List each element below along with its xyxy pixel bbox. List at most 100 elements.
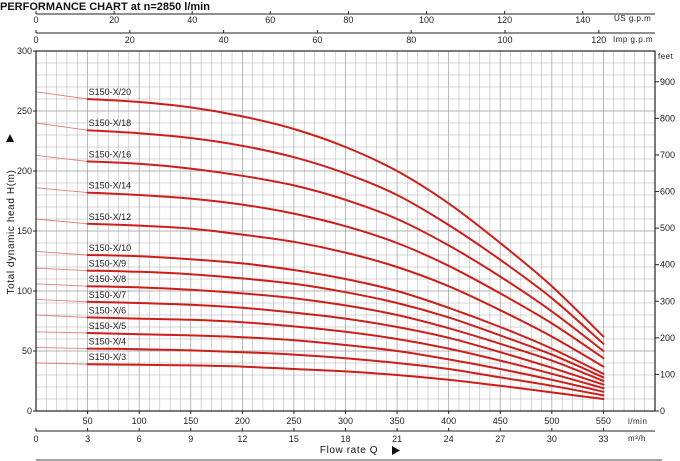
shutoff-extension-line	[35, 218, 88, 225]
lmin-tick-label: 150	[183, 416, 198, 426]
chart-title: PERFORMANCE CHART at n=2850 l/min	[0, 1, 210, 13]
series-label-s150-x-9: S150-X/9	[89, 259, 127, 269]
us-gpm-tick-label: 20	[109, 15, 119, 25]
imp-gpm-tick-label: 100	[497, 35, 512, 45]
shutoff-extension-line	[35, 267, 88, 272]
feet-tick-label: 100	[660, 369, 675, 379]
series-label-s150-x-10: S150-X/10	[89, 243, 132, 253]
series-label-s150-x-12: S150-X/12	[89, 212, 132, 222]
shutoff-extension-line	[35, 298, 88, 303]
shutoff-extension-line	[35, 187, 88, 194]
feet-tick-label: 900	[660, 77, 675, 87]
shutoff-extension-lines	[35, 91, 88, 365]
us-gpm-unit-label: US g.p.m	[614, 14, 651, 23]
y-tick-label: 0	[27, 406, 32, 416]
m3h-tick-label: 18	[340, 434, 350, 444]
curve-s150-x-20	[86, 98, 605, 338]
curve-s150-x-16	[86, 160, 605, 352]
imp-gpm-tick-label: 0	[33, 35, 38, 45]
curve-s150-x-6	[86, 316, 605, 390]
y-tick-label: 100	[17, 286, 32, 296]
feet-tick-label: 400	[660, 260, 675, 270]
feet-tick-label: 800	[660, 113, 675, 123]
m3h-unit-label: m³/h	[628, 434, 646, 443]
lmin-tick-label: 200	[235, 416, 250, 426]
us-gpm-tick-label: 80	[343, 15, 353, 25]
y-tick-label: 250	[17, 106, 32, 116]
us-gpm-tick-label: 0	[33, 15, 38, 25]
y-tick-label: 50	[22, 346, 32, 356]
m3h-tick-label: 27	[495, 434, 505, 444]
m3h-tick-label: 30	[547, 434, 557, 444]
lmin-tick-label: 100	[132, 416, 147, 426]
curve-s150-x-18	[86, 129, 605, 345]
m3h-tick-label: 24	[444, 434, 454, 444]
y-axis-arrow-icon	[6, 134, 14, 142]
feet-tick-label: 600	[660, 187, 675, 197]
m3h-tick-label: 12	[237, 434, 247, 444]
feet-tick-label: 700	[660, 150, 675, 160]
shutoff-extension-line	[35, 91, 88, 100]
series-label-s150-x-8: S150-X/8	[89, 274, 127, 284]
lmin-tick-label: 50	[83, 416, 93, 426]
series-label-s150-x-6: S150-X/6	[89, 305, 127, 315]
m3h-tick-label: 21	[392, 434, 402, 444]
shutoff-extension-line	[35, 346, 88, 350]
lmin-tick-label: 250	[286, 416, 301, 426]
grid-lines	[36, 51, 655, 411]
imp-gpm-unit-label: Imp g.p.m	[613, 35, 653, 44]
m3h-tick-label: 33	[598, 434, 608, 444]
us-gpm-tick-label: 140	[575, 15, 590, 25]
imp-gpm-tick-label: 40	[219, 35, 229, 45]
curve-s150-x-12	[86, 222, 605, 368]
y-tick-label: 150	[17, 226, 32, 236]
lmin-tick-label: 350	[390, 416, 405, 426]
y-tick-label: 300	[17, 46, 32, 56]
lmin-tick-label: 300	[338, 416, 353, 426]
x-axis-title: Flow rate Q	[320, 445, 378, 456]
m3h-tick-label: 9	[188, 434, 193, 444]
y-tick-label: 200	[17, 166, 32, 176]
imp-gpm-tick-label: 80	[406, 35, 416, 45]
series-label-s150-x-3: S150-X/3	[89, 352, 127, 362]
shutoff-extension-line	[35, 362, 88, 365]
imp-gpm-tick-label: 60	[312, 35, 322, 45]
shutoff-extension-line	[35, 314, 88, 318]
feet-tick-label: 500	[660, 223, 675, 233]
feet-unit-label: feet	[658, 52, 674, 61]
us-gpm-tick-label: 60	[265, 15, 275, 25]
imp-gpm-tick-label: 20	[125, 35, 135, 45]
series-label-s150-x-14: S150-X/14	[89, 181, 132, 191]
shutoff-extension-line	[35, 283, 88, 287]
x-axis-arrow-icon	[392, 446, 400, 455]
lmin-tick-label: 400	[441, 416, 456, 426]
curve-s150-x-5	[86, 332, 605, 393]
us-gpm-tick-label: 120	[497, 15, 512, 25]
curve-s150-x-14	[86, 191, 605, 360]
m3h-tick-label: 6	[137, 434, 142, 444]
feet-tick-label: 0	[660, 406, 665, 416]
shutoff-extension-line	[35, 250, 88, 256]
us-gpm-tick-label: 100	[419, 15, 434, 25]
lmin-tick-label: 500	[544, 416, 559, 426]
curve-s150-x-8	[86, 285, 605, 382]
lmin-tick-label: 450	[493, 416, 508, 426]
series-label-s150-x-4: S150-X/4	[89, 337, 127, 347]
curve-s150-x-3	[86, 363, 605, 400]
us-gpm-tick-label: 40	[187, 15, 197, 25]
shutoff-extension-line	[35, 154, 88, 162]
shutoff-extension-line	[35, 331, 88, 334]
shutoff-extension-line	[35, 122, 88, 131]
curve-s150-x-7	[86, 300, 605, 386]
imp-gpm-tick-label: 120	[591, 35, 606, 45]
curve-s150-x-10	[86, 254, 605, 375]
m3h-tick-label: 3	[85, 434, 90, 444]
y-axis-title: Total dynamic head H(m)	[6, 170, 17, 295]
series-label-s150-x-16: S150-X/16	[89, 149, 132, 159]
lmin-unit-label: l/min	[628, 417, 647, 426]
series-label-s150-x-20: S150-X/20	[89, 87, 132, 97]
feet-tick-label: 200	[660, 333, 675, 343]
series-label-s150-x-18: S150-X/18	[89, 118, 132, 128]
series-label-s150-x-7: S150-X/7	[89, 290, 127, 300]
tick-labels: 0501001502002503000100200300400500600700…	[17, 11, 675, 444]
